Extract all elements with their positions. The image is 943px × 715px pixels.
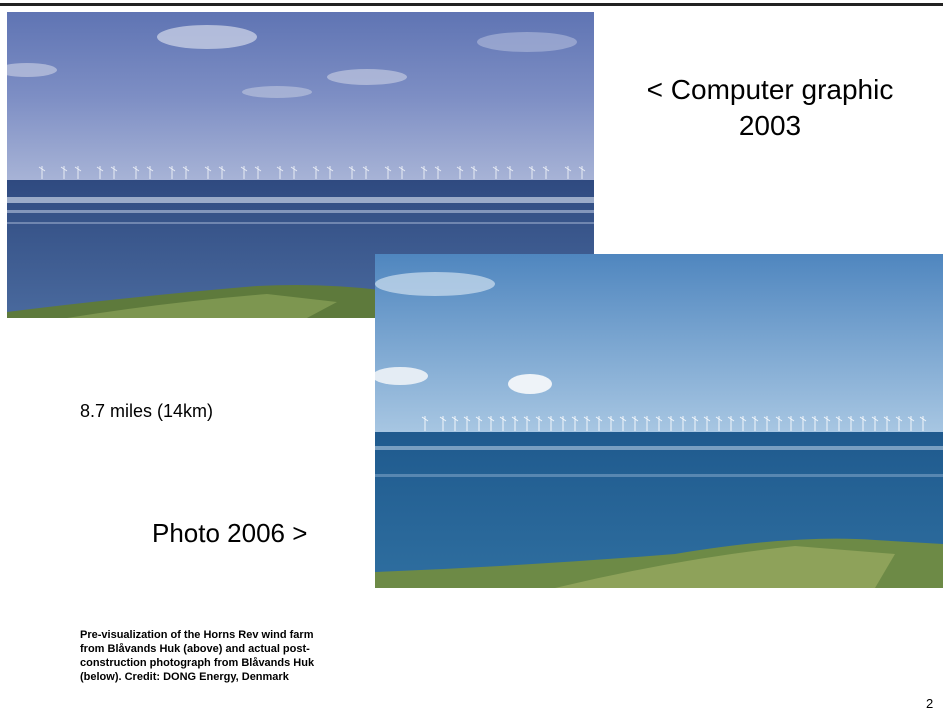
caption-line: Pre-visualization of the Horns Rev wind …	[80, 628, 314, 642]
page-number: 2	[926, 696, 933, 711]
caption-line: from Blåvands Huk (above) and actual pos…	[80, 642, 314, 656]
top-label-line: 2003	[610, 108, 930, 144]
photo-image	[375, 254, 943, 588]
caption-line: (below). Credit: DONG Energy, Denmark	[80, 670, 314, 684]
distance-label: 8.7 miles (14km)	[80, 401, 213, 422]
top-label-line: < Computer graphic	[610, 72, 930, 108]
caption-line: construction photograph from Blåvands Hu…	[80, 656, 314, 670]
slide: < Computer graphic 2003 8.7 miles (14km)…	[0, 0, 943, 715]
top-rule	[0, 3, 943, 6]
photo-label: Photo 2006 >	[152, 518, 307, 549]
top-label: < Computer graphic 2003	[610, 72, 930, 144]
caption: Pre-visualization of the Horns Rev wind …	[80, 628, 314, 684]
